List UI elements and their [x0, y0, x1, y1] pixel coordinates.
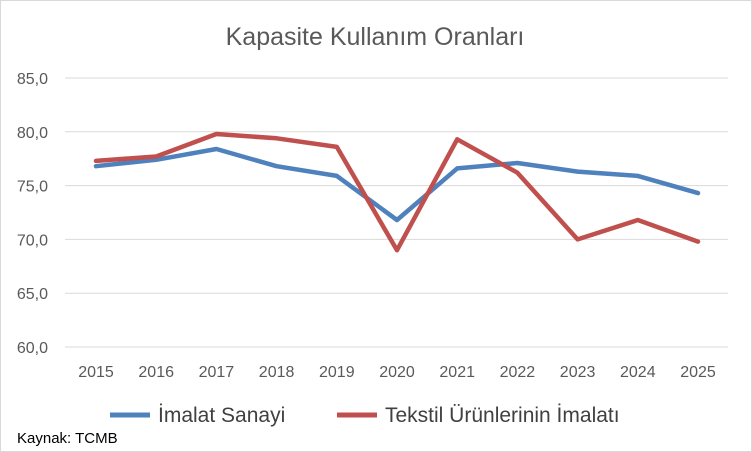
x-tick-label: 2018 [259, 364, 295, 381]
gridlines [65, 77, 728, 348]
legend-label: Tekstil Ürünlerinin İmalatı [385, 404, 620, 427]
y-tick-label: 85,0 [17, 71, 48, 88]
y-tick-label: 70,0 [17, 232, 48, 249]
y-tick-label: 65,0 [17, 286, 48, 303]
x-tick-label: 2017 [199, 364, 235, 381]
y-tick-label: 75,0 [17, 179, 48, 196]
chart-title: Kapasite Kullanım Oranları [226, 23, 525, 51]
series-line [93, 146, 701, 223]
source-note: Kaynak: TCMB [17, 430, 118, 447]
y-tick-label: 60,0 [17, 340, 48, 357]
x-tick-label: 2024 [620, 364, 656, 381]
x-axis-tick-labels: 2015 2016 2017 2018 2019 2020 2021 2022 2023 2024… [78, 364, 716, 381]
x-tick-label: 2021 [439, 364, 475, 381]
legend-label: İmalat Sanayi [158, 404, 285, 427]
y-axis-tick-labels: 60,0 65,0 70,0 75,0 80,0 85,0 [17, 71, 48, 357]
x-tick-label: 2022 [500, 364, 536, 381]
x-tick-label: 2016 [138, 364, 174, 381]
x-tick-label: 2025 [680, 364, 716, 381]
series-line [93, 131, 701, 253]
y-tick-label: 80,0 [17, 125, 48, 142]
x-tick-label: 2023 [560, 364, 596, 381]
legend: İmalat Sanayi Tekstil Ürünlerinin İmalatı [110, 404, 620, 427]
x-tick-label: 2015 [78, 364, 114, 381]
series-lines [93, 131, 701, 253]
x-tick-label: 2019 [319, 364, 355, 381]
x-tick-label: 2020 [379, 364, 415, 381]
